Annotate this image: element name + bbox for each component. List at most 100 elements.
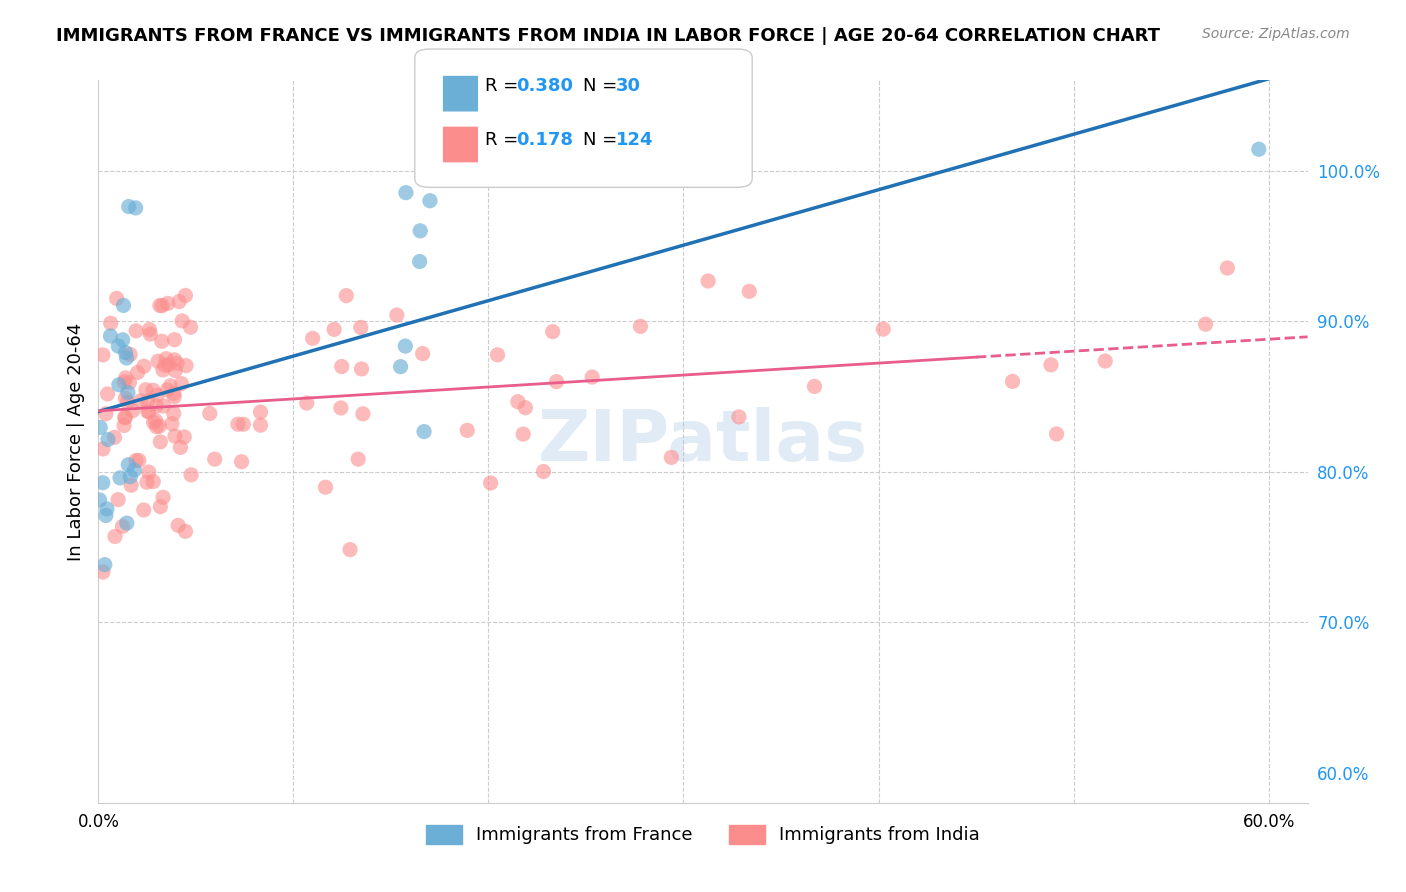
Immigrants from India [1216, 260, 1239, 275]
Immigrants from India [105, 292, 128, 306]
Immigrants from India [512, 427, 534, 442]
Immigrants from India [146, 388, 169, 402]
Text: ZIPatlas: ZIPatlas [538, 407, 868, 476]
Immigrants from France [117, 458, 139, 472]
Immigrants from India [114, 410, 136, 425]
Immigrants from France [1247, 142, 1270, 156]
Immigrants from India [132, 359, 155, 374]
Immigrants from India [506, 394, 529, 409]
Immigrants from India [160, 417, 183, 431]
Immigrants from India [138, 322, 160, 336]
Immigrants from India [533, 465, 555, 479]
Immigrants from France [96, 502, 118, 516]
Immigrants from India [152, 399, 174, 413]
Immigrants from India [295, 396, 318, 410]
Immigrants from India [167, 294, 190, 309]
Immigrants from India [118, 376, 141, 390]
Immigrants from India [231, 455, 253, 469]
Immigrants from India [103, 430, 125, 444]
Immigrants from India [120, 478, 142, 492]
Immigrants from India [1001, 375, 1024, 389]
Immigrants from India [132, 503, 155, 517]
Immigrants from India [249, 418, 271, 433]
Immigrants from India [159, 378, 181, 392]
Immigrants from France [115, 516, 138, 530]
Immigrants from India [347, 452, 370, 467]
Immigrants from India [456, 423, 478, 437]
Immigrants from India [111, 519, 134, 533]
Immigrants from India [167, 518, 190, 533]
Immigrants from India [180, 320, 202, 334]
Immigrants from France [120, 469, 142, 483]
Immigrants from India [169, 441, 191, 455]
Immigrants from India [1045, 426, 1067, 441]
Immigrants from India [515, 401, 537, 415]
Immigrants from France [389, 359, 412, 374]
Immigrants from France [100, 329, 122, 343]
Immigrants from France [114, 345, 136, 359]
Immigrants from India [149, 298, 172, 312]
Immigrants from India [117, 395, 139, 409]
Immigrants from India [91, 348, 114, 362]
Immigrants from India [728, 409, 751, 424]
Immigrants from India [136, 404, 159, 418]
Immigrants from India [174, 359, 197, 373]
Immigrants from India [166, 356, 188, 370]
Immigrants from India [163, 352, 186, 367]
Text: N =: N = [583, 77, 623, 95]
Immigrants from India [91, 565, 114, 579]
Immigrants from France [89, 420, 111, 434]
Immigrants from France [112, 298, 135, 312]
Immigrants from France [394, 339, 416, 353]
Immigrants from India [142, 475, 165, 489]
Immigrants from India [479, 476, 502, 491]
Text: Source: ZipAtlas.com: Source: ZipAtlas.com [1202, 27, 1350, 41]
Immigrants from France [124, 201, 146, 215]
Immigrants from India [135, 383, 157, 397]
Immigrants from India [145, 419, 167, 434]
Immigrants from India [339, 542, 361, 557]
Immigrants from India [138, 405, 160, 419]
Text: 0.380: 0.380 [516, 77, 574, 95]
Immigrants from India [163, 429, 186, 443]
Immigrants from India [173, 430, 195, 444]
Immigrants from India [100, 316, 122, 330]
Immigrants from India [91, 442, 114, 456]
Immigrants from India [1039, 358, 1062, 372]
Immigrants from India [146, 354, 169, 368]
Immigrants from India [352, 407, 374, 421]
Immigrants from India [114, 391, 136, 405]
Immigrants from India [139, 327, 162, 342]
Immigrants from India [350, 362, 373, 376]
Immigrants from India [541, 325, 564, 339]
Immigrants from India [581, 370, 603, 384]
Immigrants from India [172, 314, 194, 328]
Immigrants from France [408, 254, 430, 268]
Immigrants from India [112, 375, 135, 389]
Immigrants from India [412, 346, 434, 360]
Y-axis label: In Labor Force | Age 20-64: In Labor Force | Age 20-64 [66, 322, 84, 561]
Immigrants from France [117, 385, 139, 400]
Immigrants from India [697, 274, 720, 288]
Text: R =: R = [485, 130, 524, 148]
Immigrants from India [163, 407, 186, 421]
Immigrants from India [149, 434, 172, 449]
Immigrants from India [204, 452, 226, 467]
Immigrants from France [94, 558, 117, 572]
Immigrants from India [330, 359, 353, 374]
Immigrants from France [413, 425, 436, 439]
Immigrants from France [89, 492, 111, 507]
Immigrants from India [1094, 354, 1116, 368]
Immigrants from India [127, 366, 149, 380]
Immigrants from France [97, 433, 120, 447]
Immigrants from India [249, 405, 271, 419]
Immigrants from France [409, 224, 432, 238]
Immigrants from India [174, 524, 197, 539]
Immigrants from India [128, 453, 150, 467]
Immigrants from France [124, 463, 146, 477]
Immigrants from India [152, 363, 174, 377]
Immigrants from India [136, 394, 159, 409]
Immigrants from France [118, 200, 141, 214]
Immigrants from India [156, 296, 179, 310]
Immigrants from India [114, 371, 136, 385]
